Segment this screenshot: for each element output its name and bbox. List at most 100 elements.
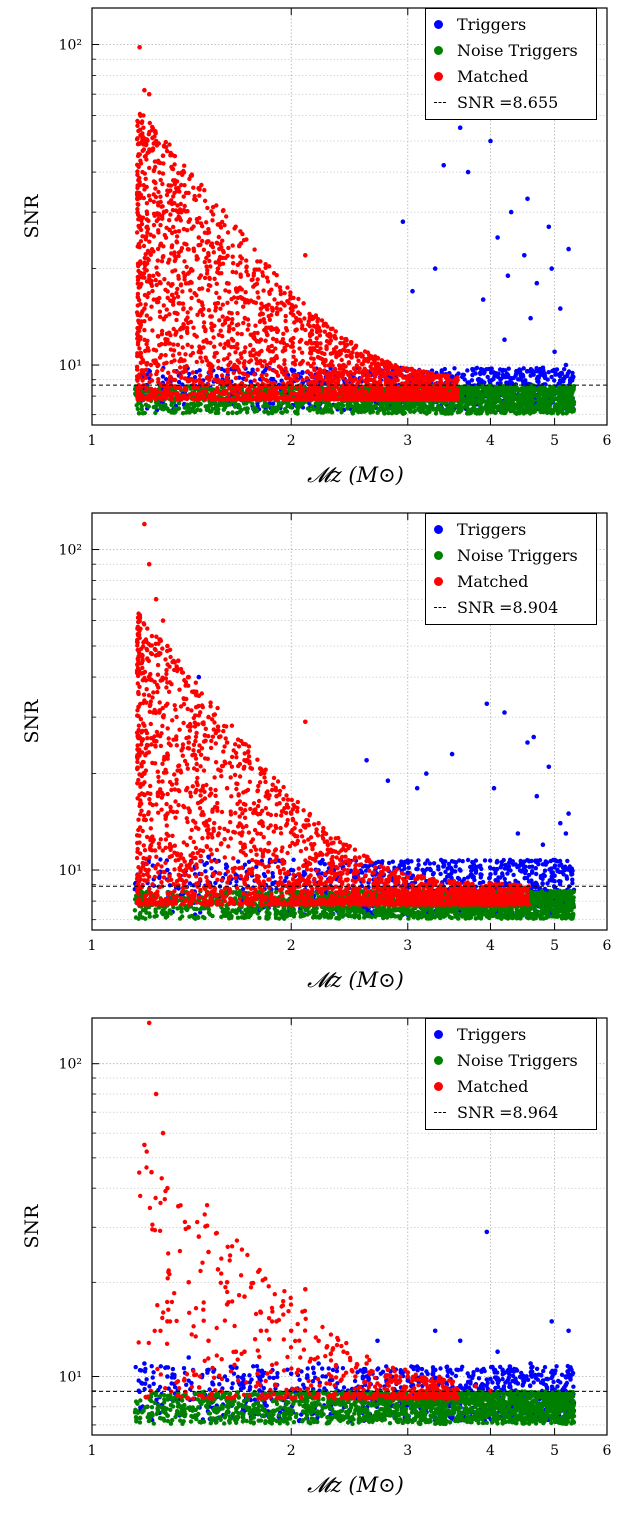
data-point: [449, 867, 455, 873]
data-point: [153, 138, 159, 144]
x-tick-label: 2: [287, 1443, 296, 1459]
y-tick-label: 10²: [59, 38, 82, 54]
series-matched: [142, 521, 521, 895]
data-point: [242, 297, 247, 302]
data-point: [449, 1409, 455, 1415]
data-point: [531, 734, 536, 740]
series-triggers: [142, 1229, 571, 1388]
data-point: [552, 873, 557, 878]
scatter-chart: 1 2 3 4 5 6 10¹ 10² 𝓜z (M⊙) SNR: [21, 512, 612, 992]
legend-dash: [434, 606, 446, 608]
data-point: [566, 246, 571, 252]
legend-marker: [434, 71, 443, 81]
data-point: [546, 764, 552, 770]
data-point: [341, 842, 346, 847]
data-point: [196, 674, 202, 680]
data-point: [491, 785, 497, 791]
data-point: [405, 1374, 411, 1379]
data-point: [528, 1361, 533, 1366]
data-point: [385, 867, 391, 873]
point-cloud: [132, 111, 577, 416]
legend-dash: [434, 1111, 446, 1113]
data-point: [353, 385, 358, 391]
data-point: [465, 169, 471, 175]
data-point: [146, 561, 152, 567]
data-point: [488, 1411, 493, 1417]
data-point: [242, 1349, 247, 1354]
x-tick-label: 2: [287, 938, 296, 954]
data-point: [258, 820, 264, 826]
plot-frame: [91, 7, 608, 426]
x-tick-label: 4: [486, 433, 495, 449]
data-point: [142, 521, 147, 527]
data-point: [525, 196, 530, 202]
legend-label: Triggers: [457, 14, 527, 34]
data-point: [473, 1384, 479, 1389]
data-point: [142, 1361, 147, 1366]
data-point: [515, 831, 521, 836]
data-point: [353, 1374, 358, 1379]
data-point: [153, 596, 159, 602]
data-point: [410, 288, 415, 294]
x-tick-label: 1: [88, 433, 97, 449]
data-point: [353, 1407, 358, 1413]
data-point: [165, 337, 170, 343]
chart-panel-2: 1 2 3 4 5 6 10¹ 10² 𝓜z (M⊙) SNR Triggers Noise Trig…: [0, 505, 623, 1010]
data-point: [224, 740, 230, 745]
data-point: [449, 890, 455, 895]
legend-label: Matched: [457, 571, 529, 591]
data-point: [258, 306, 264, 311]
data-point: [522, 865, 527, 870]
legend-marker: [434, 1029, 443, 1039]
data-point: [288, 909, 294, 915]
data-point: [405, 870, 411, 876]
data-point: [186, 740, 191, 745]
data-point: [488, 1388, 493, 1394]
y-axis-label: SNR: [21, 1204, 43, 1249]
data-point: [488, 404, 493, 410]
data-point: [552, 406, 557, 412]
legend-entry: Matched: [434, 569, 528, 593]
data-point: [400, 219, 406, 224]
data-point: [424, 771, 429, 776]
data-point: [224, 1409, 230, 1415]
data-point: [405, 406, 411, 412]
data-point: [502, 337, 507, 343]
scatter-chart: 1 2 3 4 5 6 10¹ 10² 𝓜z (M⊙) SNR: [21, 1017, 612, 1497]
series-noise-triggers: [165, 1407, 574, 1418]
data-point: [563, 362, 569, 368]
data-point: [165, 643, 170, 649]
data-point: [484, 1229, 490, 1235]
data-point: [441, 1385, 447, 1391]
data-point: [206, 714, 211, 720]
y-tick-label: 10¹: [59, 863, 82, 879]
data-point: [569, 867, 574, 873]
data-point: [522, 905, 527, 911]
data-point: [449, 907, 455, 913]
data-point: [405, 874, 411, 880]
data-point: [242, 349, 247, 355]
data-point: [488, 1376, 493, 1382]
chart-panel-1: 1 2 3 4 5 6 10¹ 10² 𝓜z (M⊙) SNR Triggers Noise Trig…: [0, 0, 623, 505]
legend-marker: [434, 576, 443, 586]
data-point: [288, 867, 294, 873]
data-point: [353, 874, 358, 880]
legend-label: SNR =8.904: [457, 597, 559, 617]
data-point: [364, 1374, 369, 1379]
x-axis-label: 𝓜z (M⊙): [307, 1473, 404, 1497]
data-point: [549, 1319, 554, 1324]
data-point: [316, 349, 321, 355]
series-noise-triggers: [165, 400, 574, 412]
data-point: [375, 388, 380, 394]
data-point: [224, 315, 230, 321]
plot-frame: [91, 1017, 608, 1436]
data-point: [522, 400, 527, 406]
data-point: [566, 1328, 571, 1334]
data-point: [449, 1381, 455, 1386]
data-point: [540, 842, 546, 847]
data-point: [449, 374, 455, 379]
data-point: [515, 369, 521, 375]
data-point: [149, 1169, 154, 1175]
x-tick-label: 6: [603, 1443, 612, 1459]
chart-panel-3: 1 2 3 4 5 6 10¹ 10² 𝓜z (M⊙) SNR Triggers Noise Trig…: [0, 1010, 623, 1515]
